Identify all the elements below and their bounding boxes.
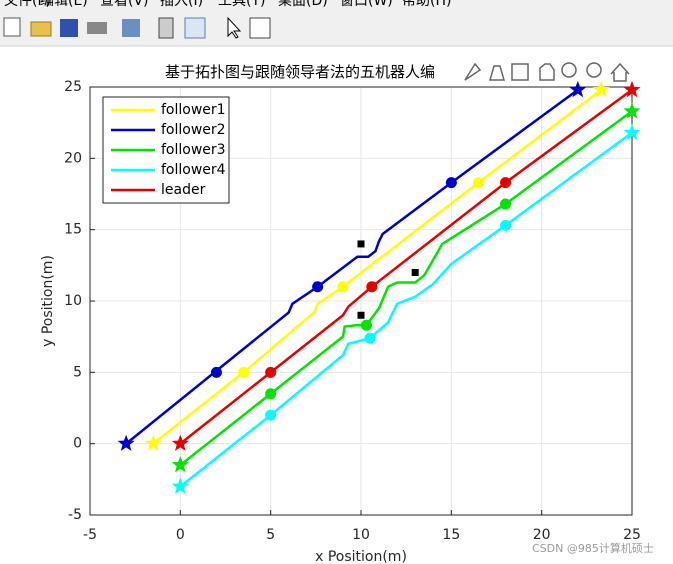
x-tick-label: 20 [533,527,551,543]
legend: follower1 follower2 follower3 follower4 lead… [102,96,230,204]
new-icon[interactable] [3,17,21,37]
waypoint-marker [312,281,324,293]
x-tick-label: 25 [623,527,641,543]
toolbar [3,16,271,39]
waypoint-marker [265,409,277,421]
star-marker [171,434,189,451]
star-marker [171,477,189,494]
obstacle [357,311,365,319]
waypoint-marker [500,177,512,189]
open-icon[interactable] [30,21,52,37]
y-tick-label: 25 [64,79,82,95]
y-tick-label: 5 [73,364,82,380]
legend-icon[interactable] [184,17,206,39]
waypoint-marker [337,281,349,293]
trajectory [179,131,633,488]
menu-item[interactable]: 文件(F) [4,0,51,9]
waypoint-marker [265,388,277,400]
window-chrome [0,0,673,46]
legend-label: follower4 [161,162,226,178]
x-tick-label: -5 [83,527,97,543]
x-axis-label: x Position(m) [315,549,407,564]
save-icon[interactable] [60,19,78,37]
star-marker [144,434,162,451]
home-icon[interactable] [610,62,630,82]
print-icon[interactable] [87,22,107,34]
x-tick-label: 15 [442,527,460,543]
trajectory [125,88,579,445]
menu-bar: 文件(F)编辑(E) 查看(V) 插入(I) 工具(T) 桌面(D) 窗口(W) 帮助(H) [4,0,451,9]
pointer-icon[interactable] [227,16,242,39]
menu-item[interactable]: 查看(V) [100,0,149,9]
obstacle [357,240,365,248]
waypoint-marker [500,198,512,210]
link-icon[interactable] [122,19,140,37]
axes-box [89,86,633,516]
y-tick-label: 15 [64,222,82,238]
legend-label: follower1 [161,102,226,118]
menu-item[interactable]: 帮助(H) [402,0,451,9]
menu-item[interactable]: 编辑(E) [40,0,88,9]
trajectory [179,110,633,467]
star-marker [623,102,641,119]
star-marker [623,123,641,140]
axes-toolbar [464,62,630,82]
x-tick-label: 10 [352,527,370,543]
obstacle [411,268,419,276]
waypoint-marker [238,366,250,378]
datacursor-icon[interactable] [511,63,529,81]
star-marker [623,80,641,98]
y-tick-label: 10 [64,293,82,309]
waypoint-marker [265,366,277,378]
menu-item[interactable]: 窗口(W) [340,0,393,9]
legend-label: leader [161,182,206,198]
star-marker [592,80,610,98]
menu-item[interactable]: 桌面(D) [278,0,328,9]
property-icon[interactable] [249,17,271,39]
zoom-in-icon[interactable] [561,62,577,78]
waypoint-marker [366,281,378,293]
y-axis-label: y Position(m) [40,255,56,347]
waypoint-marker [360,319,372,331]
chart-title: 基于拓扑图与跟随领导者法的五机器人编 [165,63,435,81]
waypoint-marker [472,177,484,189]
x-tick-label: 0 [176,527,185,543]
waypoint-marker [210,366,222,378]
star-marker [569,80,587,98]
star-marker [171,456,189,473]
menu-item[interactable]: 工具(T) [218,0,265,9]
plot: -5 0 5 10 15 20 25-50510152025follower1followe… [64,79,641,543]
waypoint-marker [445,177,457,189]
legend-label: follower2 [161,122,226,138]
brush-icon[interactable] [464,62,482,81]
watermark: CSDN @985计算机硕士 [532,541,654,555]
y-tick-label: -5 [68,507,82,523]
colorbar-icon[interactable] [158,17,174,39]
zoom-out-icon[interactable] [586,62,602,78]
waypoint-marker [500,219,512,231]
waypoint-marker [364,332,376,344]
pan-icon[interactable] [539,63,555,81]
star-marker [117,434,135,451]
legend-label: follower3 [161,142,226,158]
y-tick-label: 0 [73,436,82,452]
menu-item[interactable]: 插入(I) [160,0,203,9]
y-tick-label: 20 [64,150,82,166]
x-tick-label: 5 [266,527,275,543]
datatip-icon[interactable] [489,65,505,81]
